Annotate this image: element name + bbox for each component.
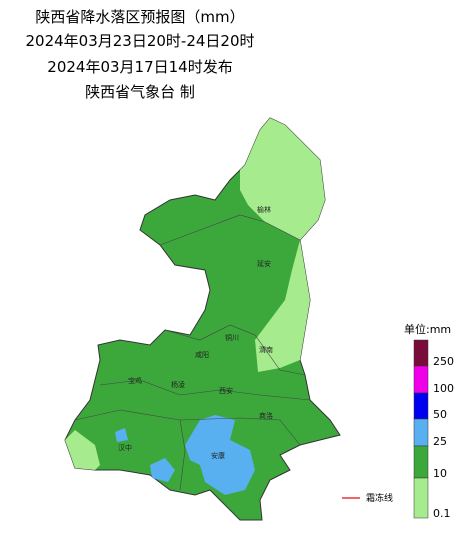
region-borders xyxy=(179,419,186,491)
legend-label: 250 xyxy=(433,355,454,368)
light-rain-east xyxy=(255,240,310,372)
light-rain-north xyxy=(240,118,325,240)
moderate-rain-west xyxy=(115,428,128,442)
legend-label: 100 xyxy=(433,382,454,395)
legend-swatch xyxy=(413,339,429,367)
legend-swatch xyxy=(413,365,429,394)
moderate-rain-south2 xyxy=(150,458,175,482)
region-borders xyxy=(99,379,311,401)
legend-swatch xyxy=(413,477,429,519)
legend-swatch xyxy=(413,418,429,447)
moderate-rain-south xyxy=(185,415,255,495)
legend-label: 25 xyxy=(433,435,447,448)
city-label: 宝鸡 xyxy=(128,376,142,385)
light-rain-southwest xyxy=(65,430,100,470)
city-label: 咸阳 xyxy=(195,350,209,359)
city-label: 西安 xyxy=(219,386,233,395)
region-borders xyxy=(159,214,301,246)
region-borders xyxy=(74,409,301,446)
frost-line-label: 霜冻线 xyxy=(366,492,393,504)
legend-label: 50 xyxy=(433,408,447,421)
legend-swatch xyxy=(413,392,429,420)
period: 2024年03月23日20时-24日20时 xyxy=(25,32,254,50)
issued: 2024年03月17日14时发布 xyxy=(47,58,232,76)
city-label: 渭南 xyxy=(259,345,273,354)
title: 陕西省降水落区预报图（mm） xyxy=(35,8,244,26)
city-label: 安康 xyxy=(211,451,225,460)
author: 陕西省气象台 制 xyxy=(85,83,195,101)
legend-label: 10 xyxy=(433,467,447,480)
region-borders xyxy=(164,324,306,376)
legend-title: 单位:mm xyxy=(404,322,451,336)
city-label: 杨凌 xyxy=(171,380,185,389)
city-label: 延安 xyxy=(257,259,271,268)
legend-swatch xyxy=(413,445,429,479)
legend-label: 0.1 xyxy=(433,507,451,520)
city-label: 商洛 xyxy=(259,411,273,420)
city-label: 铜川 xyxy=(225,333,239,342)
city-label: 汉中 xyxy=(118,443,132,452)
city-label: 榆林 xyxy=(257,205,271,214)
